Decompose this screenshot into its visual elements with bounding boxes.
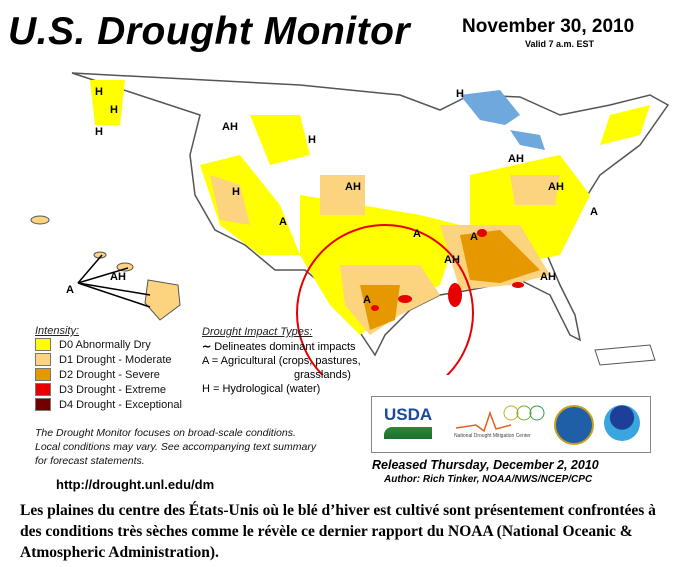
legend-label: D0 Abnormally Dry (59, 338, 151, 351)
great-lakes (460, 90, 545, 150)
website-link[interactable]: http://drought.unl.edu/dm (56, 477, 215, 492)
impact-label: A (66, 284, 74, 296)
legend-label: D4 Drought - Exceptional (59, 398, 182, 411)
impact-label: A (413, 228, 421, 240)
d2-areas (360, 230, 540, 330)
legend-item-d2: D2 Drought - Severe (35, 367, 182, 382)
impact-label: A (363, 294, 371, 306)
note-line: for forecast statements. (35, 455, 145, 467)
author: Author: Rich Tinker, NOAA/NWS/NCEP/CPC (384, 474, 593, 485)
release-date: Released Thursday, December 2, 2010 (372, 458, 599, 472)
noaa-logo-icon (604, 405, 640, 441)
impact-legend: Drought Impact Types: ∼ Delineates domin… (202, 325, 361, 396)
impact-legend-title: Drought Impact Types: (202, 326, 313, 338)
note-line: The Drought Monitor focuses on broad-sca… (35, 427, 296, 439)
impact-label: A (279, 216, 287, 228)
valid-time: Valid 7 a.m. EST (525, 39, 595, 49)
d3-areas (371, 229, 524, 311)
impact-label: AH (444, 254, 460, 266)
impact-label: AH (548, 181, 564, 193)
impact-label: A (590, 206, 598, 218)
ndmc-logo: National Drought Mitigation Center (454, 433, 531, 439)
impact-label: AH (222, 121, 238, 133)
impact-label: AH (345, 181, 361, 193)
caption: Les plaines du centre des États-Unis où … (20, 502, 656, 561)
impact-label: H (308, 134, 316, 146)
disclaimer-note: The Drought Monitor focuses on broad-sca… (35, 426, 316, 468)
impact-labels: H H H AH H H H AH A AH A A AH AH A AH A … (66, 86, 598, 306)
hawaii (30, 215, 181, 321)
legend-item-d1: D1 Drought - Moderate (35, 352, 182, 367)
legend-item-d0: D0 Abnormally Dry (35, 337, 182, 352)
impact-item: Delineates dominant impacts (214, 341, 356, 353)
impact-label: AH (540, 271, 556, 283)
legend-item-d3: D3 Drought - Extreme (35, 382, 182, 397)
impact-label: H (95, 86, 103, 98)
impact-label: H (456, 88, 464, 100)
puerto-rico (594, 344, 656, 366)
d3-swatch (35, 383, 51, 396)
commerce-seal-icon (554, 405, 594, 445)
us-drought-map: H H H AH H H H AH A AH A A AH AH A AH A … (30, 72, 670, 375)
impact-label: AH (508, 153, 524, 165)
d2-swatch (35, 368, 51, 381)
usda-logo-fields (384, 427, 432, 439)
impact-item: H = Hydrological (water) (202, 383, 321, 395)
impact-label: AH (110, 271, 126, 283)
ndmc-trees-icon (456, 405, 545, 433)
tilde-line-icon: ∼ (202, 341, 212, 353)
note-line: Local conditions may vary. See accompany… (35, 441, 317, 453)
d0-swatch (35, 338, 51, 351)
impact-label: H (95, 126, 103, 138)
hawaii-pointers (77, 254, 151, 308)
intensity-legend: Intensity: D0 Abnormally Dry D1 Drought … (35, 325, 182, 412)
legend-item-d4: D4 Drought - Exceptional (35, 397, 182, 412)
intensity-legend-title: Intensity: (35, 325, 80, 337)
legend-label: D3 Drought - Extreme (59, 383, 166, 396)
impact-label: H (110, 104, 118, 116)
map-date: November 30, 2010 (462, 16, 635, 37)
legend-label: D1 Drought - Moderate (59, 353, 172, 366)
legend-label: D2 Drought - Severe (59, 368, 160, 381)
d4-swatch (35, 398, 51, 411)
impact-label: H (232, 186, 240, 198)
agency-logos: USDA National Drought Mitigation Center (371, 396, 651, 453)
map-title: U.S. Drought Monitor (8, 10, 411, 53)
impact-label: A (470, 231, 478, 243)
usda-logo: USDA (384, 405, 433, 424)
impact-item: grasslands) (294, 369, 351, 381)
impact-item: A = Agricultural (crops, pastures, (202, 355, 361, 367)
d1-swatch (35, 353, 51, 366)
highlight-circle (296, 224, 474, 375)
